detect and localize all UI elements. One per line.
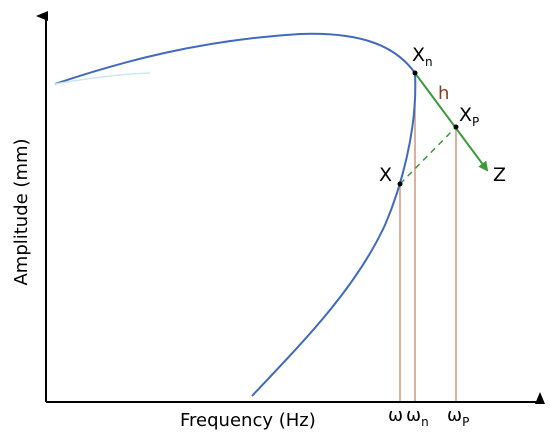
dashed-connector: [399, 126, 457, 185]
tick-omega: ω: [388, 405, 403, 426]
label-xn: Xn: [412, 44, 433, 69]
point-xn: [412, 70, 418, 76]
tick-omega-n: ωn: [406, 405, 429, 429]
response-curve-lower: [251, 72, 417, 397]
x-axis-label: Frequency (Hz): [180, 410, 316, 431]
label-h: h: [438, 83, 449, 104]
label-xp: XP: [459, 104, 479, 129]
y-axis-label: Amplitude (mm): [11, 138, 32, 285]
direction-arrow: [414, 72, 489, 172]
point-xp: [453, 124, 459, 130]
label-z: Z: [493, 164, 506, 186]
response-curve-upper: [54, 32, 416, 85]
point-x: [397, 181, 403, 187]
label-x: X: [379, 164, 392, 186]
tick-omega-p: ωP: [447, 405, 469, 429]
jump-line: [54, 72, 151, 85]
